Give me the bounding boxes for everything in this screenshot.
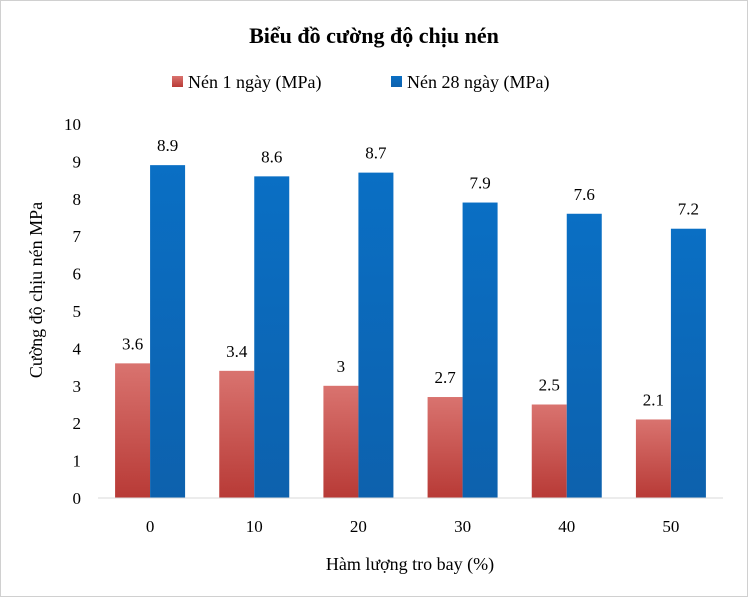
y-axis-ticks: 0 1 2 3 4 5 6 7 8 9 10 [64,115,82,508]
chart-title: Biểu đồ cường độ chịu nén [249,23,499,48]
bar-1d-30 [427,397,463,498]
x-axis-title: Hàm lượng tro bay (%) [326,554,494,575]
legend-label-28d: Nén 28 ngày (MPa) [407,72,549,93]
legend: Nén 1 ngày (MPa) Nén 28 ngày (MPa) [172,72,549,93]
y-tick-label: 1 [73,452,82,471]
legend-swatch-1d [172,76,183,87]
data-label-1d-40: 2.5 [539,376,560,395]
x-tick-label: 10 [246,517,263,536]
bar-28d-40 [566,213,602,498]
y-tick-label: 0 [73,489,82,508]
data-labels: 3.6 8.9 3.4 8.6 3 8.7 2.7 7.9 2.5 7.6 2.1 7.2 [122,136,699,409]
y-tick-label: 3 [73,377,82,396]
y-tick-label: 4 [73,339,82,358]
bar-1d-0 [115,363,151,498]
bar-1d-20 [323,385,359,498]
y-tick-label: 6 [73,265,82,284]
legend-label-1d: Nén 1 ngày (MPa) [188,72,321,93]
bar-1d-10 [219,370,255,498]
data-label-1d-10: 3.4 [226,342,248,361]
bar-series [115,165,706,499]
y-tick-label: 7 [73,227,82,246]
x-tick-label: 30 [454,517,471,536]
y-tick-label: 10 [64,115,81,134]
bar-1d-40 [531,404,567,498]
x-tick-label: 50 [662,517,679,536]
y-tick-label: 5 [73,302,82,321]
x-axis-ticks: 0 10 20 30 40 50 [146,517,680,536]
data-label-1d-50: 2.1 [643,390,664,409]
bar-28d-10 [254,176,290,499]
y-tick-label: 8 [73,190,82,209]
x-tick-label: 20 [350,517,367,536]
data-label-1d-20: 3 [337,357,346,376]
data-label-28d-40: 7.6 [574,185,595,204]
x-tick-label: 40 [558,517,575,536]
data-label-1d-0: 3.6 [122,334,143,353]
bar-28d-0 [150,165,186,498]
legend-swatch-28d [391,76,402,87]
y-axis-title: Cường độ chịu nén MPa [26,202,46,378]
y-tick-label: 2 [73,414,82,433]
data-label-28d-50: 7.2 [678,200,699,219]
y-tick-label: 9 [73,152,82,171]
data-label-28d-10: 8.6 [261,147,282,166]
x-tick-label: 0 [146,517,155,536]
bar-28d-20 [358,172,394,498]
data-label-28d-30: 7.9 [469,174,490,193]
bar-1d-50 [635,419,671,498]
data-label-28d-0: 8.9 [157,136,178,155]
data-label-28d-20: 8.7 [365,144,387,163]
bar-28d-30 [462,202,498,499]
bar-28d-50 [670,228,706,498]
data-label-1d-30: 2.7 [434,368,456,387]
